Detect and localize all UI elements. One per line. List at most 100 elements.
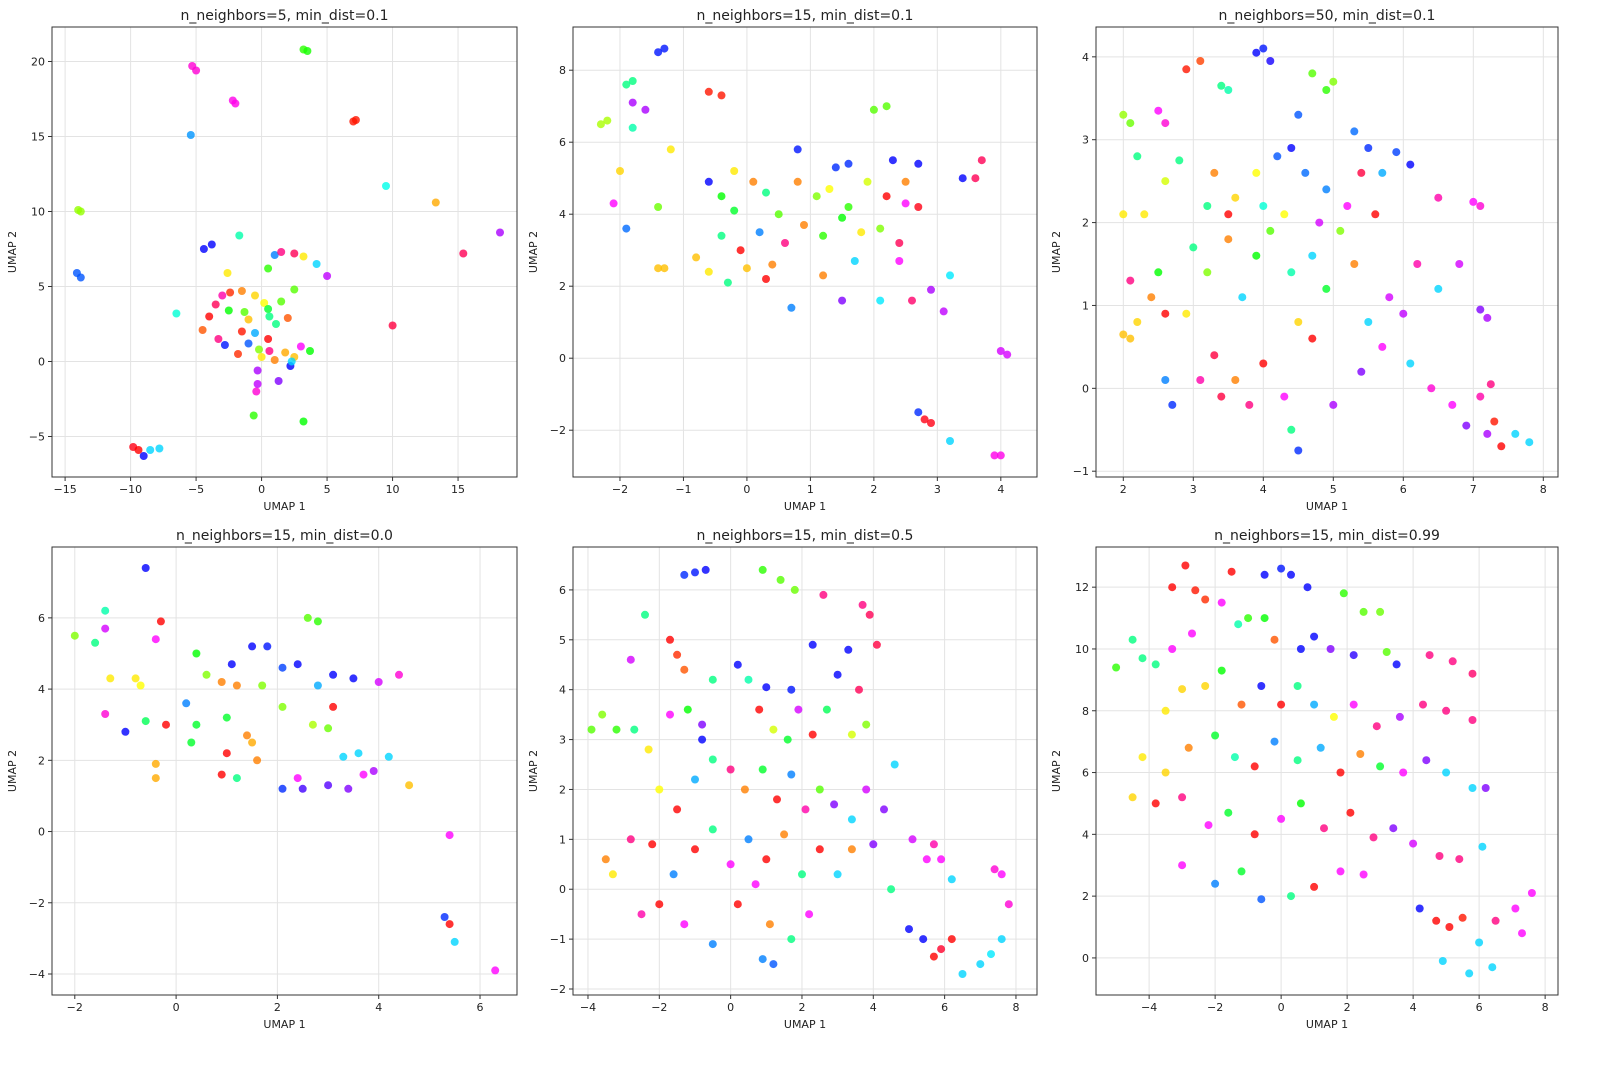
data-point	[855, 685, 863, 694]
data-point	[929, 840, 938, 849]
data-point	[1161, 706, 1170, 715]
data-point	[156, 617, 165, 626]
y-tick-label: 8	[559, 64, 566, 77]
data-point	[863, 177, 872, 186]
data-point	[445, 831, 454, 840]
data-point	[626, 655, 635, 664]
data-point	[692, 253, 701, 262]
data-point	[198, 326, 207, 334]
data-point	[1395, 712, 1404, 721]
data-point	[450, 937, 459, 946]
data-point	[1270, 737, 1279, 746]
data-point	[306, 347, 314, 355]
data-point	[793, 145, 802, 154]
data-point	[890, 760, 899, 769]
data-point	[1296, 799, 1305, 808]
y-axis-label: UMAP 2	[6, 231, 19, 273]
data-point	[939, 307, 948, 316]
y-tick-label: 8	[1082, 705, 1089, 718]
data-point	[1357, 168, 1366, 177]
data-point	[1475, 938, 1484, 947]
data-point	[1296, 645, 1305, 653]
data-point	[270, 251, 279, 259]
data-point	[384, 752, 393, 761]
data-point	[1224, 210, 1233, 219]
data-point	[749, 177, 758, 186]
data-point	[1168, 400, 1177, 409]
data-point	[1287, 268, 1296, 277]
data-point	[199, 245, 208, 253]
data-point	[801, 805, 810, 814]
data-point	[660, 264, 669, 273]
data-point	[1294, 110, 1303, 119]
data-point	[218, 291, 227, 300]
data-point	[1483, 429, 1492, 438]
data-point	[202, 670, 211, 679]
y-tick-label: 1	[559, 833, 566, 846]
data-point	[1196, 376, 1205, 384]
data-point	[293, 774, 302, 783]
data-point	[192, 720, 201, 729]
data-point	[101, 624, 110, 633]
subplot-5: −4 −2 0 2 4 6 8 −2 −1 0 1 2 3 4 5 6 n_neighbors=15, min_…	[527, 528, 1038, 1031]
data-point	[1128, 793, 1137, 802]
data-point	[91, 638, 100, 647]
data-point	[252, 387, 261, 396]
data-point	[1273, 152, 1282, 161]
y-axis-label: UMAP 2	[1050, 231, 1063, 273]
x-tick-label: 4	[1410, 1001, 1417, 1014]
subplot-title: n_neighbors=15, min_dist=0.99	[1214, 528, 1440, 544]
x-axis-label: UMAP 1	[1306, 500, 1348, 513]
data-point	[1182, 65, 1191, 74]
data-point	[1147, 293, 1156, 302]
data-point	[895, 257, 904, 265]
data-point	[601, 855, 610, 864]
data-point	[205, 312, 214, 321]
data-point	[1442, 706, 1451, 715]
data-point	[231, 99, 240, 108]
data-point	[740, 785, 749, 794]
data-point	[1004, 900, 1013, 909]
data-point	[815, 845, 824, 854]
x-axis-label: UMAP 1	[784, 1018, 826, 1031]
data-point	[1371, 210, 1380, 219]
data-point	[1294, 446, 1303, 455]
y-tick-label: 4	[1082, 828, 1089, 841]
x-tick-label: 10	[386, 483, 400, 496]
data-point	[234, 350, 242, 358]
data-point	[990, 451, 999, 460]
data-point	[1357, 367, 1366, 376]
x-tick-label: −4	[1141, 1001, 1157, 1014]
y-tick-label: −5	[29, 431, 45, 444]
data-point	[1442, 768, 1451, 777]
data-point	[1182, 309, 1191, 318]
data-point	[691, 775, 699, 784]
data-point	[1201, 682, 1210, 690]
data-point	[1175, 156, 1184, 165]
data-point	[1277, 700, 1286, 709]
data-point	[313, 617, 322, 626]
data-point	[388, 321, 397, 330]
data-point	[691, 845, 699, 854]
data-point	[937, 945, 946, 954]
data-point	[217, 678, 226, 686]
data-point	[844, 159, 853, 168]
x-tick-label: 2	[274, 1001, 281, 1014]
x-tick-label: −5	[188, 483, 204, 496]
data-point	[139, 452, 148, 460]
data-point	[255, 345, 263, 354]
axes-frame	[1095, 546, 1559, 996]
data-point	[869, 105, 878, 114]
y-tick-label: 6	[559, 136, 566, 149]
data-point	[1406, 160, 1415, 169]
data-point	[101, 606, 110, 615]
data-point	[800, 221, 808, 229]
data-point	[808, 730, 817, 739]
data-point	[1287, 425, 1296, 434]
data-point	[131, 674, 140, 683]
data-point	[908, 296, 916, 305]
data-point	[1128, 635, 1137, 644]
data-point	[783, 735, 792, 744]
data-point	[1329, 400, 1338, 409]
data-point	[755, 228, 764, 237]
